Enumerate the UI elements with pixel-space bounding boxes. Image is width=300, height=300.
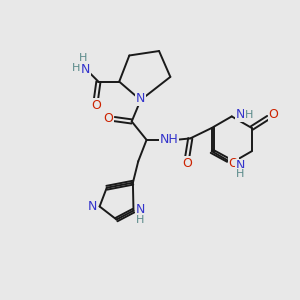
Text: NH: NH [160, 134, 178, 146]
Text: O: O [182, 157, 192, 170]
Text: N: N [135, 202, 145, 216]
Text: H: H [136, 215, 144, 225]
Text: H: H [236, 169, 244, 179]
Text: N: N [88, 200, 97, 213]
Text: O: O [91, 99, 101, 112]
Text: H: H [245, 110, 253, 120]
Text: N: N [236, 159, 245, 172]
Text: O: O [268, 107, 278, 121]
Text: H: H [79, 53, 87, 63]
Text: N: N [81, 63, 91, 76]
Text: O: O [228, 157, 238, 170]
Text: N: N [236, 108, 245, 122]
Text: H: H [72, 63, 81, 73]
Text: O: O [103, 112, 113, 125]
Text: N: N [136, 92, 145, 105]
